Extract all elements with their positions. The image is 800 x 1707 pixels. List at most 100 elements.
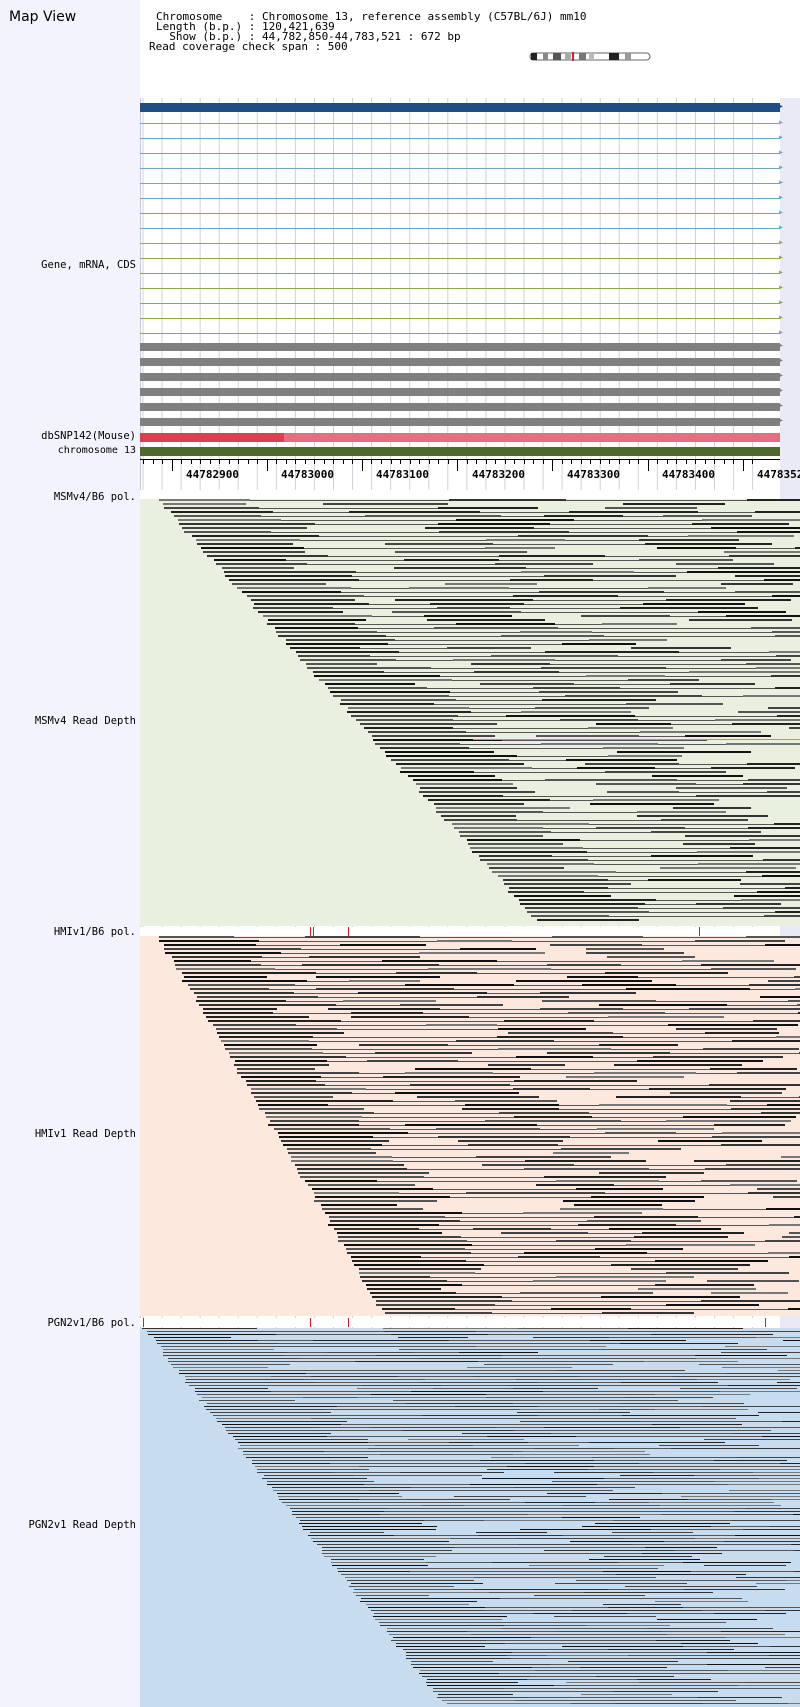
sequence-read[interactable] — [238, 1442, 368, 1443]
sequence-read[interactable] — [718, 567, 800, 569]
sequence-read[interactable] — [723, 907, 800, 909]
sequence-read[interactable] — [603, 1571, 691, 1572]
sequence-read[interactable] — [341, 699, 456, 701]
chromosome-ideogram[interactable] — [529, 52, 651, 61]
sequence-read[interactable] — [370, 1292, 456, 1294]
sequence-read[interactable] — [770, 1526, 800, 1527]
sequence-read[interactable] — [524, 1252, 647, 1254]
gene-track-label[interactable]: Gene, mRNA, CDS — [41, 259, 136, 271]
sequence-read[interactable] — [570, 1541, 664, 1542]
sequence-read[interactable] — [360, 1276, 430, 1278]
sequence-read[interactable] — [232, 583, 326, 585]
sequence-read[interactable] — [436, 1128, 540, 1130]
sequence-read[interactable] — [307, 667, 431, 669]
snp-track-label[interactable]: dbSNP142(Mouse) — [41, 430, 136, 442]
sequence-read[interactable] — [270, 1120, 359, 1122]
sequence-read[interactable] — [217, 1032, 344, 1034]
chromosome-track-label[interactable]: chromosome 13 — [57, 445, 136, 456]
sequence-read[interactable] — [503, 879, 608, 881]
sequence-read[interactable] — [428, 968, 551, 970]
sequence-read[interactable] — [345, 1577, 474, 1578]
sequence-read[interactable] — [487, 1436, 576, 1437]
sequence-read[interactable] — [666, 1272, 789, 1274]
sequence-read[interactable] — [349, 511, 480, 513]
sequence-read[interactable] — [651, 855, 753, 857]
sequence-read[interactable] — [222, 567, 294, 569]
sequence-read[interactable] — [179, 1370, 280, 1371]
sequence-read[interactable] — [656, 1640, 730, 1641]
sequence-read[interactable] — [676, 787, 787, 789]
mrna-track[interactable] — [140, 138, 780, 139]
sequence-read[interactable] — [353, 1418, 486, 1419]
sequence-read[interactable] — [552, 1481, 658, 1482]
sequence-read[interactable] — [626, 739, 707, 741]
sequence-read[interactable] — [208, 1020, 341, 1022]
sequence-read[interactable] — [257, 1472, 333, 1473]
sequence-read[interactable] — [585, 1568, 658, 1569]
sequence-read[interactable] — [317, 1544, 443, 1545]
polymorphism-mark[interactable] — [143, 1318, 144, 1327]
sequence-read[interactable] — [616, 1096, 741, 1098]
sequence-read[interactable] — [701, 1180, 797, 1182]
sequence-read[interactable] — [197, 543, 293, 545]
sequence-read[interactable] — [586, 948, 664, 950]
sequence-read[interactable] — [400, 1472, 504, 1473]
sequence-read[interactable] — [638, 1288, 756, 1290]
sequence-read[interactable] — [689, 1008, 800, 1010]
sequence-read[interactable] — [775, 911, 800, 913]
sequence-read[interactable] — [328, 1224, 439, 1226]
sequence-read[interactable] — [777, 715, 800, 717]
sequence-read[interactable] — [257, 1469, 369, 1470]
sequence-read[interactable] — [364, 727, 453, 729]
sequence-read[interactable] — [358, 992, 487, 994]
sequence-read[interactable] — [769, 1224, 800, 1226]
sequence-read[interactable] — [746, 663, 800, 665]
sequence-read[interactable] — [611, 1264, 750, 1266]
sequence-read[interactable] — [371, 1427, 496, 1428]
sequence-read[interactable] — [498, 1028, 586, 1030]
sequence-read[interactable] — [540, 1008, 623, 1010]
sequence-read[interactable] — [778, 1370, 800, 1371]
sequence-read[interactable] — [765, 1667, 800, 1668]
sequence-read[interactable] — [734, 895, 800, 897]
sequence-read[interactable] — [726, 1637, 800, 1638]
msm-pol-label[interactable]: MSMv4/B6 pol. — [53, 491, 136, 503]
hmi-pol-label[interactable]: HMIv1/B6 pol. — [53, 926, 136, 938]
sequence-read[interactable] — [408, 775, 495, 777]
sequence-read[interactable] — [587, 1625, 670, 1626]
sequence-read[interactable] — [769, 1655, 800, 1656]
sequence-read[interactable] — [453, 659, 555, 661]
sequence-read[interactable] — [159, 936, 234, 938]
sequence-read[interactable] — [387, 1631, 467, 1632]
polymorphism-mark[interactable] — [765, 1318, 766, 1327]
sequence-read[interactable] — [201, 547, 304, 549]
sequence-read[interactable] — [765, 1240, 800, 1242]
sequence-read[interactable] — [206, 1016, 309, 1018]
sequence-read[interactable] — [695, 940, 785, 942]
sequence-read[interactable] — [396, 1643, 505, 1644]
sequence-read[interactable] — [147, 1331, 278, 1332]
sequence-read[interactable] — [393, 1400, 506, 1401]
sequence-read[interactable] — [598, 1331, 704, 1332]
sequence-read[interactable] — [768, 1252, 800, 1254]
sequence-read[interactable] — [757, 891, 800, 893]
sequence-read[interactable] — [373, 1616, 507, 1617]
sequence-read[interactable] — [278, 635, 386, 637]
sequence-read[interactable] — [788, 1000, 800, 1002]
sequence-read[interactable] — [454, 1496, 586, 1497]
sequence-read[interactable] — [296, 651, 399, 653]
sequence-read[interactable] — [603, 747, 684, 749]
sequence-read[interactable] — [400, 771, 474, 773]
sequence-read[interactable] — [247, 595, 364, 597]
sequence-read[interactable] — [506, 715, 635, 717]
sequence-read[interactable] — [620, 1475, 694, 1476]
sequence-read[interactable] — [513, 1088, 590, 1090]
cds-track[interactable] — [140, 403, 780, 411]
sequence-read[interactable] — [314, 1200, 437, 1202]
sequence-read[interactable] — [383, 1328, 518, 1329]
sequence-read[interactable] — [605, 507, 697, 509]
sequence-read[interactable] — [499, 1112, 589, 1114]
sequence-read[interactable] — [789, 727, 800, 729]
sequence-read[interactable] — [386, 755, 517, 757]
sequence-read[interactable] — [186, 1379, 304, 1380]
